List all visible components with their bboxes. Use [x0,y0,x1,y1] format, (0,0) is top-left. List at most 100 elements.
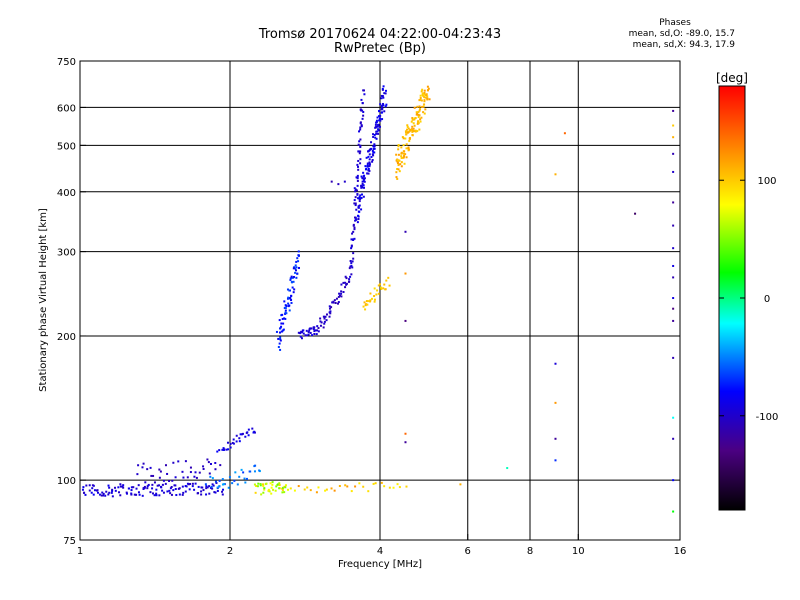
echo-point [290,281,293,284]
echo-point [280,322,283,325]
echo-point [125,492,128,495]
echo-point [355,189,358,192]
echo-point [259,483,262,486]
echo-point [372,133,375,136]
echo-point [155,492,158,495]
echo-point [270,492,273,495]
echo-point [267,488,270,491]
echo-point [244,481,247,484]
echo-point [309,327,312,330]
echo-point [320,321,323,324]
echo-point [426,95,429,98]
echo-point [290,301,293,304]
echo-point [368,161,371,164]
echo-point [291,286,294,289]
echo-point [375,119,378,122]
echo-point [311,334,314,337]
echo-point [362,186,365,189]
echo-point [369,292,372,295]
echo-point [354,202,357,205]
echo-point [634,212,637,215]
echo-point [315,491,318,494]
echo-point [381,95,384,98]
echo-point [313,330,316,333]
echo-point [295,269,298,272]
echo-point [147,483,150,486]
echo-point [672,247,675,250]
echo-point [232,438,235,441]
echo-point [360,124,363,127]
echo-point [186,476,189,479]
echo-point [419,97,422,100]
echo-point [404,137,407,140]
echo-point [133,493,136,496]
echo-point [413,118,416,121]
echo-point [397,148,400,151]
echo-point [242,471,245,474]
echo-point [672,276,675,279]
echo-point [232,442,235,445]
echo-point [284,309,287,312]
echo-point [418,109,421,112]
echo-point [324,315,327,318]
echo-point [364,308,367,311]
echo-point [164,464,167,467]
echo-point [355,218,358,221]
echo-point [207,461,210,464]
echo-point [146,487,149,490]
echo-point [376,125,379,128]
grid-lines [80,61,680,540]
echo-point [411,118,414,121]
y-tick-label: 500 [57,141,76,152]
echo-point [354,189,357,192]
echo-point [127,487,130,490]
echo-point [422,105,425,108]
echo-point [373,147,376,150]
echo-point [235,434,238,437]
echo-point [221,493,224,496]
echo-point [143,485,146,488]
echo-point [324,489,327,492]
phase-o-stat: mean, sd,O: -89.0, 15.7 [628,29,735,39]
echo-point [137,464,140,467]
echo-point [281,491,284,494]
echo-point [405,147,408,150]
echo-point [352,257,355,260]
echo-point [419,94,422,97]
echo-point [368,163,371,166]
echo-point [346,485,349,488]
echo-point [363,174,366,177]
echo-point [387,276,390,279]
echo-point [164,482,167,485]
echo-point [297,254,300,257]
echo-point [130,489,133,492]
x-tick-label: 10 [572,546,585,557]
echo-point [297,485,300,488]
echo-point [405,133,408,136]
echo-point [122,484,125,487]
echo-point [328,305,331,308]
echo-point [398,170,401,173]
echo-point [367,150,370,153]
echo-point [231,441,234,444]
echo-point [279,336,282,339]
echo-point [200,490,203,493]
echo-point [81,488,84,491]
echo-point [356,163,359,166]
echo-point [359,126,362,129]
echo-point [424,108,427,111]
echo-point [297,331,300,334]
echo-point [350,490,353,493]
echo-point [294,271,297,274]
echo-point [419,108,422,111]
echo-point [352,224,355,227]
echo-point [359,128,362,131]
echo-point [338,484,341,487]
echo-point [296,257,299,260]
echo-point [189,482,192,485]
echo-point [317,330,320,333]
echo-point [366,172,369,175]
echo-point [380,287,383,290]
echo-point [312,326,315,329]
echo-point [185,485,188,488]
